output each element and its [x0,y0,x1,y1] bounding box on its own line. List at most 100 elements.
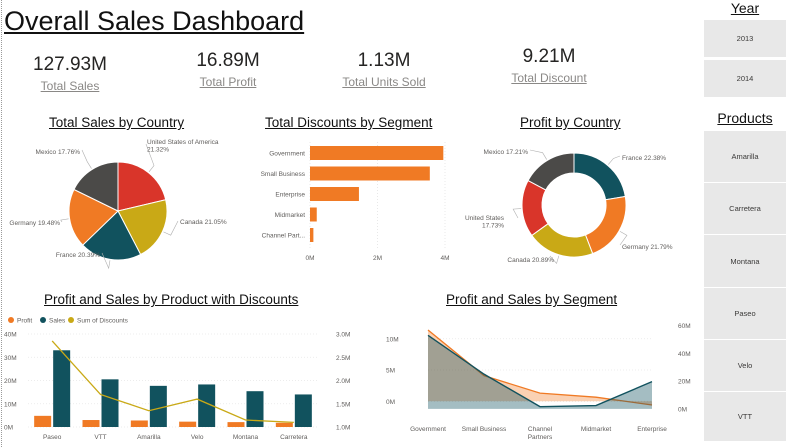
x-tick-label: Channel [528,426,553,433]
kpi-value: 16.89M [196,50,260,71]
year-option-2014[interactable]: 2014 [704,60,786,98]
product-option-velo[interactable]: Velo [704,340,786,392]
kpi-value: 127.93M [33,54,107,75]
bar [310,228,314,242]
leader-line [608,155,621,165]
slice-label: Mexico 17.21% [484,149,529,156]
category-label: Channel Part... [262,233,306,240]
sales-bar [149,385,167,427]
sales-line [427,334,653,408]
slice-label: Germany 19.48% [9,220,60,227]
leader-line [145,143,155,172]
x-tick-label: Partners [528,434,553,441]
y-tick-label: 40M [4,332,17,339]
sales-bar [198,384,216,427]
x-tick-label: 2M [373,255,382,262]
y-tick-label: 10M [386,336,399,343]
dashboard-title: Overall Sales Dashboard [4,6,305,36]
kpi-label: Total Sales [40,79,100,93]
chart-title-sales-by-country: Total Sales by Country [49,115,185,130]
kpi-total-discount: 9.21M Total Discount [508,46,590,85]
slice-label: France 22.38% [622,155,666,162]
y2-tick-label: 40M [678,351,691,358]
profit-area [428,330,652,405]
leader-line [163,220,179,236]
legend-label: Sales [49,318,66,325]
pie-slice [117,199,168,256]
category-label: Midmarket [275,212,306,219]
legend-marker [68,317,74,323]
profit-bar [179,421,197,427]
y2-tick-label: 3.0M [336,332,350,339]
pie-slice [73,161,119,212]
legend-label: Sum of Discounts [77,318,129,325]
x-tick-label: Amarilla [137,434,161,441]
pie-slice [117,161,167,212]
sales-bar [53,350,71,427]
sales-bar [101,379,119,427]
leader-line [60,218,69,223]
pie-slice [573,152,626,201]
x-tick-label: Midmarket [581,426,612,433]
bar [310,146,444,160]
leader-line [529,149,547,160]
chart-title-profit-sales-by-segment: Profit and Sales by Segment [446,292,618,307]
x-tick-label: Enterprise [637,426,667,433]
year-slicer-title: Year [730,0,760,16]
product-option-vtt[interactable]: VTT [704,392,786,442]
x-tick-label: 4M [440,255,449,262]
y-tick-label: 20M [4,378,17,385]
leader-line [512,208,522,219]
profit-bar [82,420,100,427]
y-tick-label: 10M [4,401,17,408]
y2-tick-label: 1.0M [336,425,350,432]
y2-tick-label: 0M [678,406,687,413]
y-tick-label: 0M [386,399,395,406]
legend-marker [40,317,46,323]
category-label: Government [269,151,305,158]
product-option-paseo[interactable]: Paseo [704,288,786,340]
sales-bar [294,394,312,427]
year-option-2013[interactable]: 2013 [704,20,786,58]
category-label: Small Business [261,171,306,178]
y-tick-label: 30M [4,355,17,362]
slice-label: 17.73% [482,223,504,230]
x-tick-label: 0M [305,255,314,262]
y2-tick-label: 60M [678,323,691,330]
chart-title-profit-by-country: Profit by Country [520,115,621,130]
chart-title-profit-sales-by-product: Profit and Sales by Product with Discoun… [44,292,299,307]
slice-label: 21.32% [147,147,169,154]
y-tick-label: 0M [4,425,13,432]
leader-line [549,255,560,265]
sales-bar [246,391,264,427]
slice-label: United States of America [147,139,219,146]
kpi-label: Total Units Sold [342,75,426,89]
page-left-border [1,0,2,447]
kpi-value: 1.13M [357,50,411,71]
profit-bar [227,422,245,427]
x-tick-label: Carretera [280,434,308,441]
y2-tick-label: 20M [678,379,691,386]
leader-line [101,252,111,270]
product-option-carretera[interactable]: Carretera [704,183,786,235]
legend-marker [8,317,14,323]
chart-title-discounts-by-segment: Total Discounts by Segment [265,115,433,130]
bar [310,207,317,222]
slice-label: France 20.39% [56,252,100,259]
legend-label: Profit [17,318,32,325]
x-tick-label: VTT [94,434,106,441]
x-tick-label: Government [410,426,446,433]
profit-by-country-donut-chart: France 22.38% Germany 21.79% Canada 20.89%… [465,149,673,265]
leader-line [81,149,92,169]
pie-slice [68,188,119,246]
x-tick-label: Small Business [462,426,507,433]
slice-label: Canada 20.89% [507,257,554,264]
product-option-amarilla[interactable]: Amarilla [704,131,786,183]
y2-tick-label: 2.0M [336,378,350,385]
y2-tick-label: 1.5M [336,401,350,408]
kpi-label: Total Discount [511,71,587,85]
y-tick-label: 5M [386,368,395,375]
profit-sales-by-segment-area-chart: 0M 5M 10M 0M 20M 40M 60M Government Small Busine… [386,323,691,441]
discounts-by-segment-bar-chart: 0M 2M 4M Government Small Business Enterprise… [261,142,450,262]
product-option-montana[interactable]: Montana [704,235,786,288]
